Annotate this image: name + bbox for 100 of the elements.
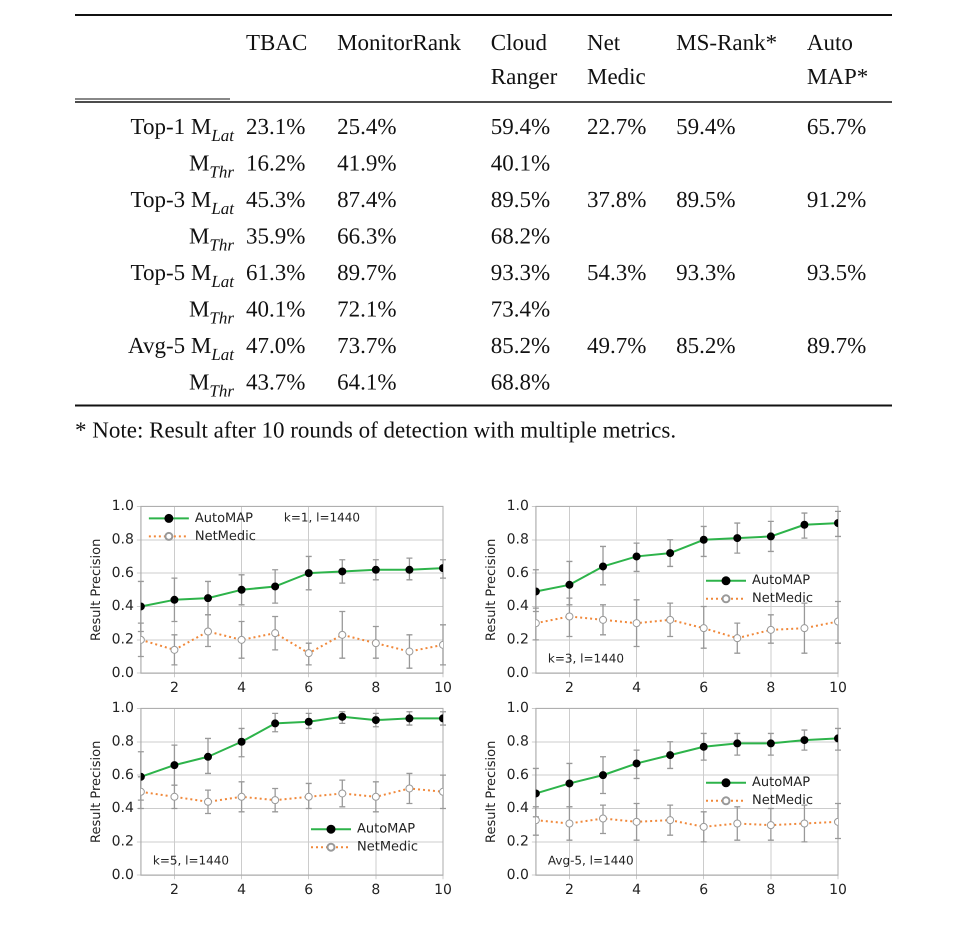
y-tick-label: 0.4 (112, 598, 134, 614)
y-tick-label: 0.8 (506, 531, 529, 548)
data-label: 40.1% (246, 296, 306, 322)
y-tick-label: 0.4 (506, 598, 529, 614)
legend-label: AutoMAP (752, 573, 810, 588)
y-axis-title: Result Precision (89, 740, 104, 843)
data-label: 93.3% (490, 260, 550, 285)
y-axis-title: Result Precision (89, 538, 104, 641)
x-tick-label: MonitorRank (337, 30, 462, 55)
data-label: 89.7% (806, 333, 866, 358)
data-label: 66.3% (337, 224, 397, 248)
data-label: 89.5% (676, 187, 736, 212)
y-tick-label: 0.4 (506, 800, 529, 816)
x-tick-label: 10 (434, 680, 452, 696)
y-tick-label: 0.2 (112, 833, 134, 850)
data-label: 59.4% (490, 114, 550, 139)
x-tick-label: 6 (304, 680, 314, 696)
x-tick-label: 8 (766, 882, 776, 898)
annotation: k=5, l=1440 (152, 853, 230, 868)
annotation: k=3, l=1440 (548, 651, 624, 666)
data-label: 16.2% (246, 150, 306, 176)
y-tick-label: 0.2 (112, 631, 134, 648)
legend-label: NetMedic (357, 840, 418, 855)
y-tick-label: 0.0 (112, 866, 134, 883)
y-tick-label: 0.8 (506, 733, 529, 750)
x-tick-label: 6 (699, 680, 708, 696)
data-label: 49.7% (586, 333, 646, 358)
x-tick-label: 4 (237, 882, 246, 898)
data-label: 61.3% (246, 260, 306, 285)
y-tick-label: 1.0 (112, 498, 134, 514)
x-tick-label: 2 (564, 680, 574, 696)
y-tick-label: 0.0 (506, 664, 529, 681)
x-tick-label: 2 (170, 680, 179, 696)
x-tick-label: 8 (766, 680, 776, 696)
data-label: 68.2% (490, 224, 550, 248)
y-tick-label: 1.0 (506, 700, 529, 716)
y-tick-label: 0.6 (506, 766, 529, 783)
x-tick-label: 2 (564, 882, 574, 898)
x-tick-label: 8 (371, 680, 380, 696)
x-tick-label: TBAC (246, 30, 308, 55)
x-tick-label: 2 (170, 882, 179, 898)
legend-label: AutoMAP (194, 510, 254, 526)
data-label: 73.7% (337, 333, 397, 358)
data-label: 40.1% (490, 150, 550, 176)
data-label: 73.4% (490, 296, 550, 322)
data-label: 68.8% (490, 370, 550, 394)
y-tick-label: 0.6 (506, 564, 529, 581)
data-label: 23.1% (246, 114, 306, 139)
text: * Note: Result after 10 rounds of detection with multiple metrics. (75, 418, 676, 442)
y-tick-label: 0.0 (506, 866, 529, 883)
x-tick-label: 4 (237, 680, 246, 696)
data-label: 72.1% (337, 296, 397, 322)
legend-label: NetMedic (752, 591, 814, 606)
x-tick-label: 6 (304, 882, 314, 898)
x-tick-label: 10 (829, 680, 847, 696)
x-tick-label: 4 (632, 680, 642, 696)
data-label: 93.3% (676, 260, 736, 285)
annotation: k=1, l=1440 (284, 510, 360, 525)
data-label: 85.2% (676, 333, 736, 358)
x-tick-label: Cloud Ranger (490, 30, 558, 89)
y-axis-title: Result Precision (484, 740, 500, 843)
x-tick-label: 4 (632, 882, 642, 898)
data-label: 64.1% (337, 370, 397, 394)
y-axis-title: Result Precision (484, 538, 500, 641)
y-tick-label: 0.4 (112, 800, 134, 816)
data-label: 41.9% (337, 150, 397, 176)
legend-label: NetMedic (194, 528, 256, 544)
data-label: 91.2% (806, 187, 866, 212)
y-tick-label: 0.8 (112, 733, 134, 750)
y-tick-label: 0.8 (112, 531, 134, 548)
y-tick-label: 1.0 (112, 700, 134, 716)
data-label: 47.0% (246, 333, 306, 358)
y-tick-label: 1.0 (506, 498, 529, 514)
x-tick-label: Net Medic (586, 30, 646, 89)
data-label: 54.3% (586, 260, 646, 285)
data-label: 65.7% (806, 114, 866, 139)
data-label: 89.5% (490, 187, 550, 212)
data-label: 85.2% (490, 333, 550, 358)
y-tick-label: 0.2 (506, 833, 529, 850)
data-label: 45.3% (246, 187, 306, 212)
legend-label: AutoMAP (357, 822, 416, 837)
annotation: Avg-5, l=1440 (548, 853, 634, 868)
data-label: 43.7% (246, 370, 306, 394)
data-label: 93.5% (806, 260, 866, 285)
data-label: 35.9% (246, 224, 306, 248)
x-tick-label: 8 (371, 882, 380, 898)
x-tick-label: 10 (434, 882, 452, 898)
data-label: 25.4% (337, 114, 397, 139)
x-tick-label: 10 (829, 882, 847, 898)
data-label: 87.4% (337, 187, 397, 212)
data-label: 59.4% (676, 114, 736, 139)
x-tick-label: 6 (699, 882, 708, 898)
y-tick-label: 0.6 (112, 564, 134, 581)
y-tick-label: 0.0 (112, 664, 134, 681)
legend-label: AutoMAP (752, 775, 810, 790)
y-tick-label: 0.6 (112, 766, 134, 783)
legend-label: NetMedic (752, 793, 814, 808)
data-label: 37.8% (586, 187, 646, 212)
x-tick-label: MS-Rank* (676, 30, 778, 55)
data-label: 89.7% (337, 260, 397, 285)
